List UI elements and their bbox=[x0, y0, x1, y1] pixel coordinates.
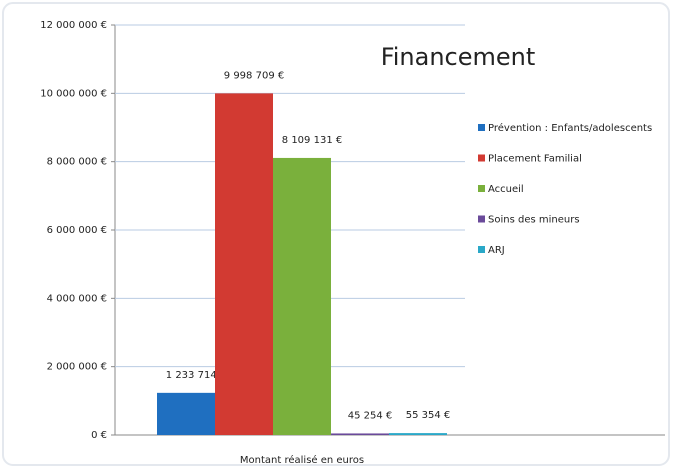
legend-label: Prévention : Enfants/adolescents bbox=[488, 122, 652, 134]
x-tick-label: Montant réalisé en euros bbox=[240, 454, 364, 466]
legend-swatch bbox=[478, 185, 485, 192]
legend-label: ARJ bbox=[488, 245, 505, 256]
bar bbox=[157, 392, 215, 435]
value-label: 8 109 131 € bbox=[282, 135, 342, 146]
legend-swatch bbox=[478, 124, 485, 131]
value-label: 55 354 € bbox=[406, 410, 451, 421]
legend-swatch bbox=[478, 246, 485, 253]
legend-swatch bbox=[478, 215, 485, 223]
bar bbox=[331, 433, 389, 435]
value-label: 45 254 € bbox=[348, 410, 393, 421]
chart-title: Financement bbox=[381, 43, 536, 71]
legend-label: Placement Familial bbox=[488, 154, 582, 165]
y-tick-label: 0 € bbox=[91, 430, 107, 441]
y-tick-label: 10 000 000 € bbox=[40, 88, 107, 99]
y-tick-label: 2 000 000 € bbox=[47, 362, 107, 373]
value-label: 9 998 709 € bbox=[224, 70, 284, 81]
bar bbox=[389, 433, 447, 435]
legend-label: Accueil bbox=[488, 184, 524, 195]
y-tick-label: 4 000 000 € bbox=[47, 293, 107, 304]
value-label: 1 233 714 € bbox=[166, 370, 226, 381]
y-tick-label: 12 000 000 € bbox=[40, 20, 107, 31]
y-tick-label: 8 000 000 € bbox=[47, 157, 107, 168]
bar bbox=[215, 93, 273, 435]
legend-swatch bbox=[478, 154, 485, 162]
y-tick-label: 6 000 000 € bbox=[47, 225, 107, 236]
legend-label: Soins des mineurs bbox=[488, 215, 580, 226]
bar bbox=[273, 157, 331, 435]
